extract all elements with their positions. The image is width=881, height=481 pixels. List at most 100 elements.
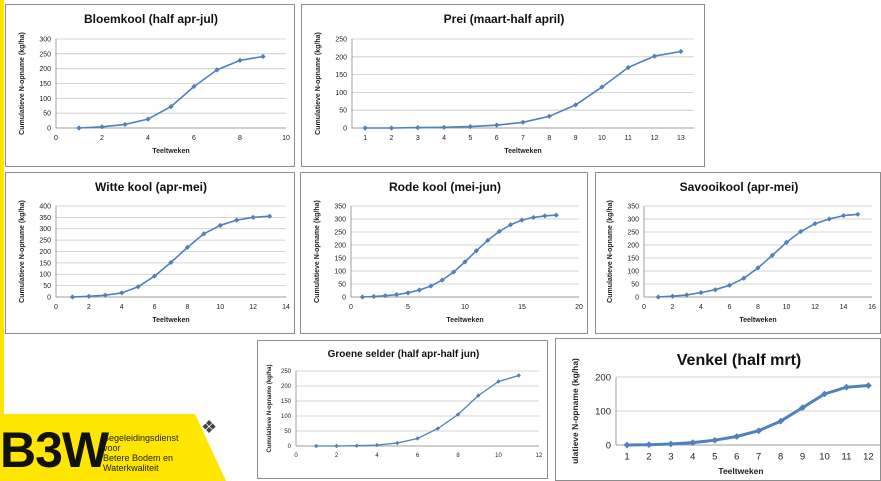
x-tick-label: 13 <box>677 135 685 142</box>
y-tick-label: 350 <box>334 203 346 210</box>
data-point <box>485 237 491 243</box>
y-axis-label: Cumulatieve N-opname (kg/ha) <box>19 200 26 303</box>
x-tick-label: 10 <box>495 453 502 459</box>
x-tick-label: 12 <box>811 304 819 311</box>
data-point <box>234 217 240 223</box>
data-point <box>69 294 76 300</box>
data-point <box>546 113 552 119</box>
y-tick-label: 250 <box>281 369 292 375</box>
x-tick-label: 9 <box>800 452 805 463</box>
logo-text-line-4: Waterkwaliteit <box>103 463 159 473</box>
data-point <box>733 433 741 440</box>
data-point <box>455 412 461 417</box>
y-tick-label: 100 <box>595 406 611 417</box>
x-tick-label: 6 <box>416 453 420 459</box>
x-tick-label: 11 <box>842 452 852 463</box>
data-point <box>698 289 704 296</box>
chart-rode-kool: Rode kool (mei-jun)050100150200250300350… <box>314 180 583 324</box>
x-tick-label: 12 <box>249 304 257 311</box>
y-tick-label: 50 <box>43 283 51 290</box>
x-tick-label: 9 <box>574 135 578 142</box>
x-tick-label: 5 <box>406 304 410 311</box>
x-tick-label: 12 <box>536 453 543 459</box>
chart-savooikool: Savooikool (apr-mei)05010015020025030035… <box>607 180 876 324</box>
data-point <box>651 53 658 59</box>
series-line <box>658 213 858 298</box>
data-point <box>625 64 631 71</box>
y-tick-label: 200 <box>39 249 51 256</box>
data-point <box>689 439 697 447</box>
data-point <box>783 239 790 245</box>
y-tick-label: 250 <box>39 238 51 245</box>
y-tick-label: 300 <box>627 216 639 223</box>
lion-emblem-icon: ❖ <box>201 417 218 437</box>
logo-text-line-3: Betere Bodem en <box>103 453 174 463</box>
x-tick-label: 0 <box>642 304 646 311</box>
y-tick-label: 200 <box>281 384 292 390</box>
data-point <box>99 124 105 130</box>
y-tick-label: 300 <box>334 216 346 223</box>
data-point <box>645 441 653 449</box>
series-line <box>626 384 869 447</box>
data-point <box>826 216 832 222</box>
logo-wordmark: B3W <box>0 422 109 478</box>
x-tick-label: 3 <box>416 135 420 142</box>
x-tick-label: 8 <box>756 304 760 311</box>
y-axis-label: Cumulatieve N-opname (kg/ha) <box>314 200 321 303</box>
x-tick-label: 12 <box>863 452 874 463</box>
data-point <box>726 282 733 288</box>
x-tick-label: 0 <box>349 304 353 311</box>
series-line <box>72 215 270 298</box>
data-point <box>599 84 605 90</box>
data-point <box>755 265 761 271</box>
chart-panel-savooikool: Savooikool (apr-mei) 0 50 100 150 200 250 300 35… <box>595 172 881 334</box>
data-point <box>821 390 828 398</box>
y-tick-label: 350 <box>627 203 639 210</box>
data-point <box>711 436 719 444</box>
data-point <box>441 124 447 130</box>
x-tick-label: 4 <box>690 452 695 463</box>
data-point <box>388 125 395 131</box>
series-line <box>78 55 264 129</box>
y-tick-label: 200 <box>595 372 611 383</box>
data-point <box>122 121 128 128</box>
chart-title: Witte kool (apr-mei) <box>95 180 207 194</box>
data-point <box>395 440 400 446</box>
y-tick-label: 400 <box>39 203 51 210</box>
data-point <box>371 293 377 300</box>
y-tick-label: 50 <box>284 429 291 435</box>
data-point <box>354 443 359 448</box>
data-point <box>655 294 661 300</box>
yellow-side-bar <box>0 0 4 481</box>
x-tick-label: 8 <box>547 135 551 142</box>
y-tick-label: 0 <box>606 440 611 451</box>
x-tick-label: 14 <box>840 304 848 311</box>
x-tick-label: 2 <box>390 135 394 142</box>
x-tick-label: 0 <box>54 304 58 311</box>
data-point <box>542 213 548 219</box>
x-tick-label: 2 <box>335 453 339 459</box>
data-point <box>684 292 690 298</box>
data-point <box>359 294 365 300</box>
logo-text-line-2: voor <box>103 443 121 453</box>
data-point <box>508 222 514 228</box>
y-tick-label: 150 <box>39 81 51 88</box>
data-point <box>812 221 818 227</box>
y-tick-label: 250 <box>39 51 51 58</box>
x-tick-label: 6 <box>192 135 196 142</box>
chart-bloemkool: Bloemkool (half apr-jul)0501001502002503… <box>19 12 290 155</box>
y-axis-label: ulatieve N-opname (kg/ha) <box>570 358 580 464</box>
data-point <box>184 244 191 251</box>
data-point <box>435 426 440 431</box>
data-point <box>86 293 92 299</box>
logo-text-line-1: Begeleidingsdienst <box>103 433 179 443</box>
data-point <box>494 122 500 128</box>
y-axis-label: Cumulatieve N-opname (kg/ha) <box>19 32 26 135</box>
y-tick-label: 100 <box>39 96 51 103</box>
y-tick-label: 100 <box>627 268 639 275</box>
chart-panel-venkel: Venkel (half mrt) 0 100 200 1 2 3 4 5 6 7 8 9 10 11 12 T… <box>555 338 881 481</box>
x-tick-label: 8 <box>185 304 189 311</box>
chart-title: Bloemkool (half apr-jul) <box>84 12 218 26</box>
y-tick-label: 250 <box>334 229 346 236</box>
